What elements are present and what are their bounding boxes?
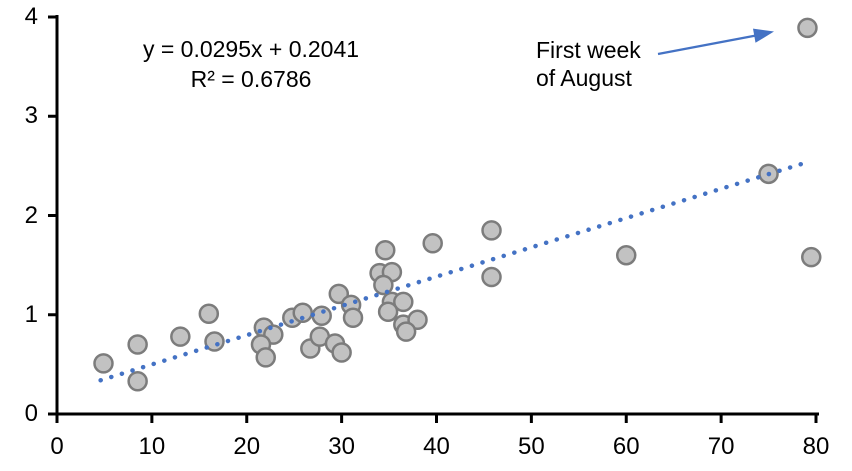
y-tick-label: 2 [24, 201, 38, 229]
trendline-equation: y = 0.0295x + 0.2041 R² = 0.6786 [130, 34, 372, 94]
data-point [255, 347, 276, 368]
annotation-arrow-head [753, 28, 774, 43]
y-tick-label: 4 [24, 3, 38, 30]
data-point [801, 246, 822, 268]
x-tick-label: 20 [233, 433, 261, 460]
y-tick-label: 1 [24, 300, 38, 328]
x-tick-label: 0 [50, 433, 64, 460]
y-tick-label: 3 [24, 102, 38, 130]
data-point [204, 331, 225, 352]
data-points [93, 17, 822, 392]
data-point [198, 303, 220, 325]
data-point [342, 307, 364, 328]
trendline-group [98, 160, 807, 383]
data-point [377, 301, 399, 323]
x-tick-label: 40 [423, 433, 450, 460]
data-point [797, 17, 818, 39]
data-point [481, 220, 502, 241]
r-squared-text: R² = 0.6786 [190, 66, 312, 92]
data-point [331, 342, 352, 363]
x-tick-label: 80 [802, 433, 830, 460]
x-tick-label: 70 [707, 433, 735, 460]
x-tick-label: 60 [612, 433, 640, 460]
data-point [311, 305, 332, 326]
x-tick-label: 10 [138, 433, 166, 460]
data-point [422, 233, 443, 254]
trendline [98, 160, 807, 383]
annotation-arrow [657, 28, 774, 56]
annotation-line-2: of August [536, 65, 632, 91]
y-tick-label: 0 [24, 400, 38, 427]
data-point [393, 291, 414, 313]
data-point [616, 244, 637, 266]
annotation-arrow-shaft [657, 34, 757, 56]
data-point [127, 370, 148, 392]
x-tick-label: 30 [328, 433, 355, 460]
x-tick-label: 50 [518, 433, 545, 460]
axis-ticks [48, 15, 818, 423]
equation-text: y = 0.0295x + 0.2041 [142, 36, 360, 62]
data-point [373, 274, 394, 296]
data-point [127, 334, 148, 355]
annotation-line-1: First week [536, 37, 641, 63]
data-point [93, 353, 114, 374]
annotation-label: First week of August [536, 36, 641, 92]
data-point [170, 326, 191, 347]
data-point [481, 266, 502, 288]
data-point [375, 239, 396, 261]
data-point [395, 321, 417, 342]
data-point [292, 302, 313, 324]
